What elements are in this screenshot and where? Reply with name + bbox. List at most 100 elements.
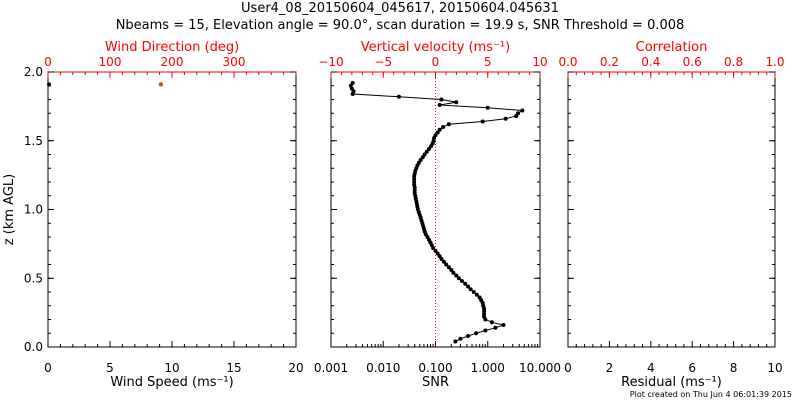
snr-point — [412, 180, 417, 184]
snr-point — [482, 312, 487, 316]
snr-point — [483, 328, 488, 333]
snr-point — [456, 276, 461, 281]
snr-point — [463, 281, 468, 286]
snr-point — [503, 116, 508, 121]
snr-point — [516, 111, 521, 116]
bottom-tick-label: 10 — [767, 361, 782, 375]
snr-point — [493, 325, 498, 330]
snr-point — [412, 188, 417, 193]
top-tick-label: 0 — [432, 55, 440, 69]
bottom-tick-label: 0.010 — [366, 361, 400, 375]
snr-point — [444, 262, 449, 267]
snr-point — [520, 108, 525, 113]
snr-point — [441, 125, 446, 129]
top-tick-label: 0.8 — [724, 55, 743, 69]
bottom-tick-label: 1.000 — [471, 361, 505, 375]
snr-point — [437, 254, 442, 259]
snr-point — [439, 97, 444, 102]
bottom-tick-label: 2 — [606, 361, 614, 375]
snr-point — [446, 265, 451, 270]
snr-profile-line — [350, 82, 524, 342]
top-tick-label: 100 — [99, 55, 122, 69]
snr-point — [466, 284, 471, 289]
snr-point — [482, 309, 487, 314]
chart-subtitle: Nbeams = 15, Elevation angle = 90.0°, sc… — [115, 18, 685, 33]
snr-point — [471, 290, 476, 294]
snr-point — [458, 336, 463, 341]
panel-vertical-velocity: 0.001 0.010 0.100 1.000 10.000 −10 −5 0 5 10 SNR Ve… — [314, 40, 561, 390]
wind-speed-point — [47, 82, 51, 87]
snr-point — [433, 248, 438, 253]
snr-point — [482, 314, 487, 319]
snr-point — [435, 130, 440, 135]
bottom-tick-label: 8 — [730, 361, 738, 375]
top-axis-label: Vertical velocity (ms⁻¹) — [361, 40, 510, 55]
top-tick-label: 200 — [161, 55, 184, 69]
snr-point — [412, 182, 417, 187]
top-tick-label: 0.6 — [683, 55, 702, 69]
snr-point — [477, 295, 482, 300]
bottom-tick-label: 0.001 — [314, 361, 348, 375]
snr-point — [485, 105, 490, 110]
snr-point — [474, 292, 479, 297]
panel-frame — [567, 71, 776, 348]
bottom-tick-label: 10.000 — [519, 361, 561, 375]
snr-point — [350, 81, 355, 85]
y-tick-label: 2.0 — [24, 65, 43, 79]
x-axis-label: SNR — [422, 375, 449, 390]
bottom-tick-label: 4 — [647, 361, 655, 375]
snr-point — [459, 279, 464, 283]
snr-point — [501, 323, 506, 327]
snr-point — [441, 259, 446, 264]
bottom-tick-label: 15 — [226, 361, 241, 375]
y-tick-label: 1.5 — [24, 134, 43, 148]
y-tick-label: 0.0 — [24, 340, 43, 354]
snr-point — [449, 268, 454, 272]
bottom-tick-label: 0 — [564, 361, 572, 375]
y-axis-label: z (km AGL) — [2, 174, 17, 245]
wind-direction-point — [158, 82, 164, 87]
snr-point — [454, 273, 459, 278]
snr-point — [435, 251, 440, 256]
snr-point — [433, 133, 438, 138]
plot-created-footer: Plot created on Thu Jun 4 06:01:39 2015 — [629, 390, 792, 399]
snr-point — [396, 94, 401, 99]
snr-point — [412, 177, 417, 182]
snr-point — [454, 100, 459, 105]
top-tick-label: −5 — [374, 55, 392, 69]
x-axis-label: Residual (ms⁻¹) — [621, 375, 722, 390]
snr-point — [474, 331, 479, 336]
snr-point — [466, 334, 471, 338]
top-tick-label: 0.0 — [558, 55, 577, 69]
top-tick-label: 0.2 — [600, 55, 619, 69]
top-tick-label: 300 — [223, 55, 246, 69]
bottom-tick-label: 10 — [164, 361, 179, 375]
snr-point — [424, 149, 429, 154]
top-tick-label: 0.4 — [641, 55, 660, 69]
bottom-tick-label: 0 — [44, 361, 52, 375]
snr-point — [453, 339, 458, 344]
top-tick-label: 5 — [484, 55, 492, 69]
y-tick-label: 0.5 — [24, 271, 43, 285]
top-tick-label: 10 — [532, 55, 547, 69]
bottom-tick-label: 6 — [688, 361, 696, 375]
top-tick-label: 0 — [44, 55, 52, 69]
snr-point — [412, 191, 417, 195]
panel-correlation: 0 2 4 6 8 10 0.0 0.2 0.4 0.6 0.8 1.0 Residual (ms⁻¹)… — [558, 40, 784, 390]
y-tick-label: 1.0 — [24, 203, 43, 217]
snr-point — [489, 320, 494, 325]
bottom-tick-label: 20 — [288, 361, 303, 375]
top-axis-label: Correlation — [636, 40, 708, 55]
snr-point — [451, 270, 456, 275]
top-axis-label: Wind Direction (deg) — [105, 40, 239, 55]
snr-point — [418, 158, 423, 162]
top-tick-label: −10 — [318, 55, 343, 69]
snr-point — [480, 119, 485, 124]
chart-title: User4_08_20150604_045617, 20150604.04563… — [241, 1, 559, 16]
panel-frame — [330, 71, 541, 348]
snr-point — [422, 152, 427, 157]
snr-point — [446, 122, 451, 127]
x-axis-label: Wind Speed (ms⁻¹) — [110, 375, 233, 390]
